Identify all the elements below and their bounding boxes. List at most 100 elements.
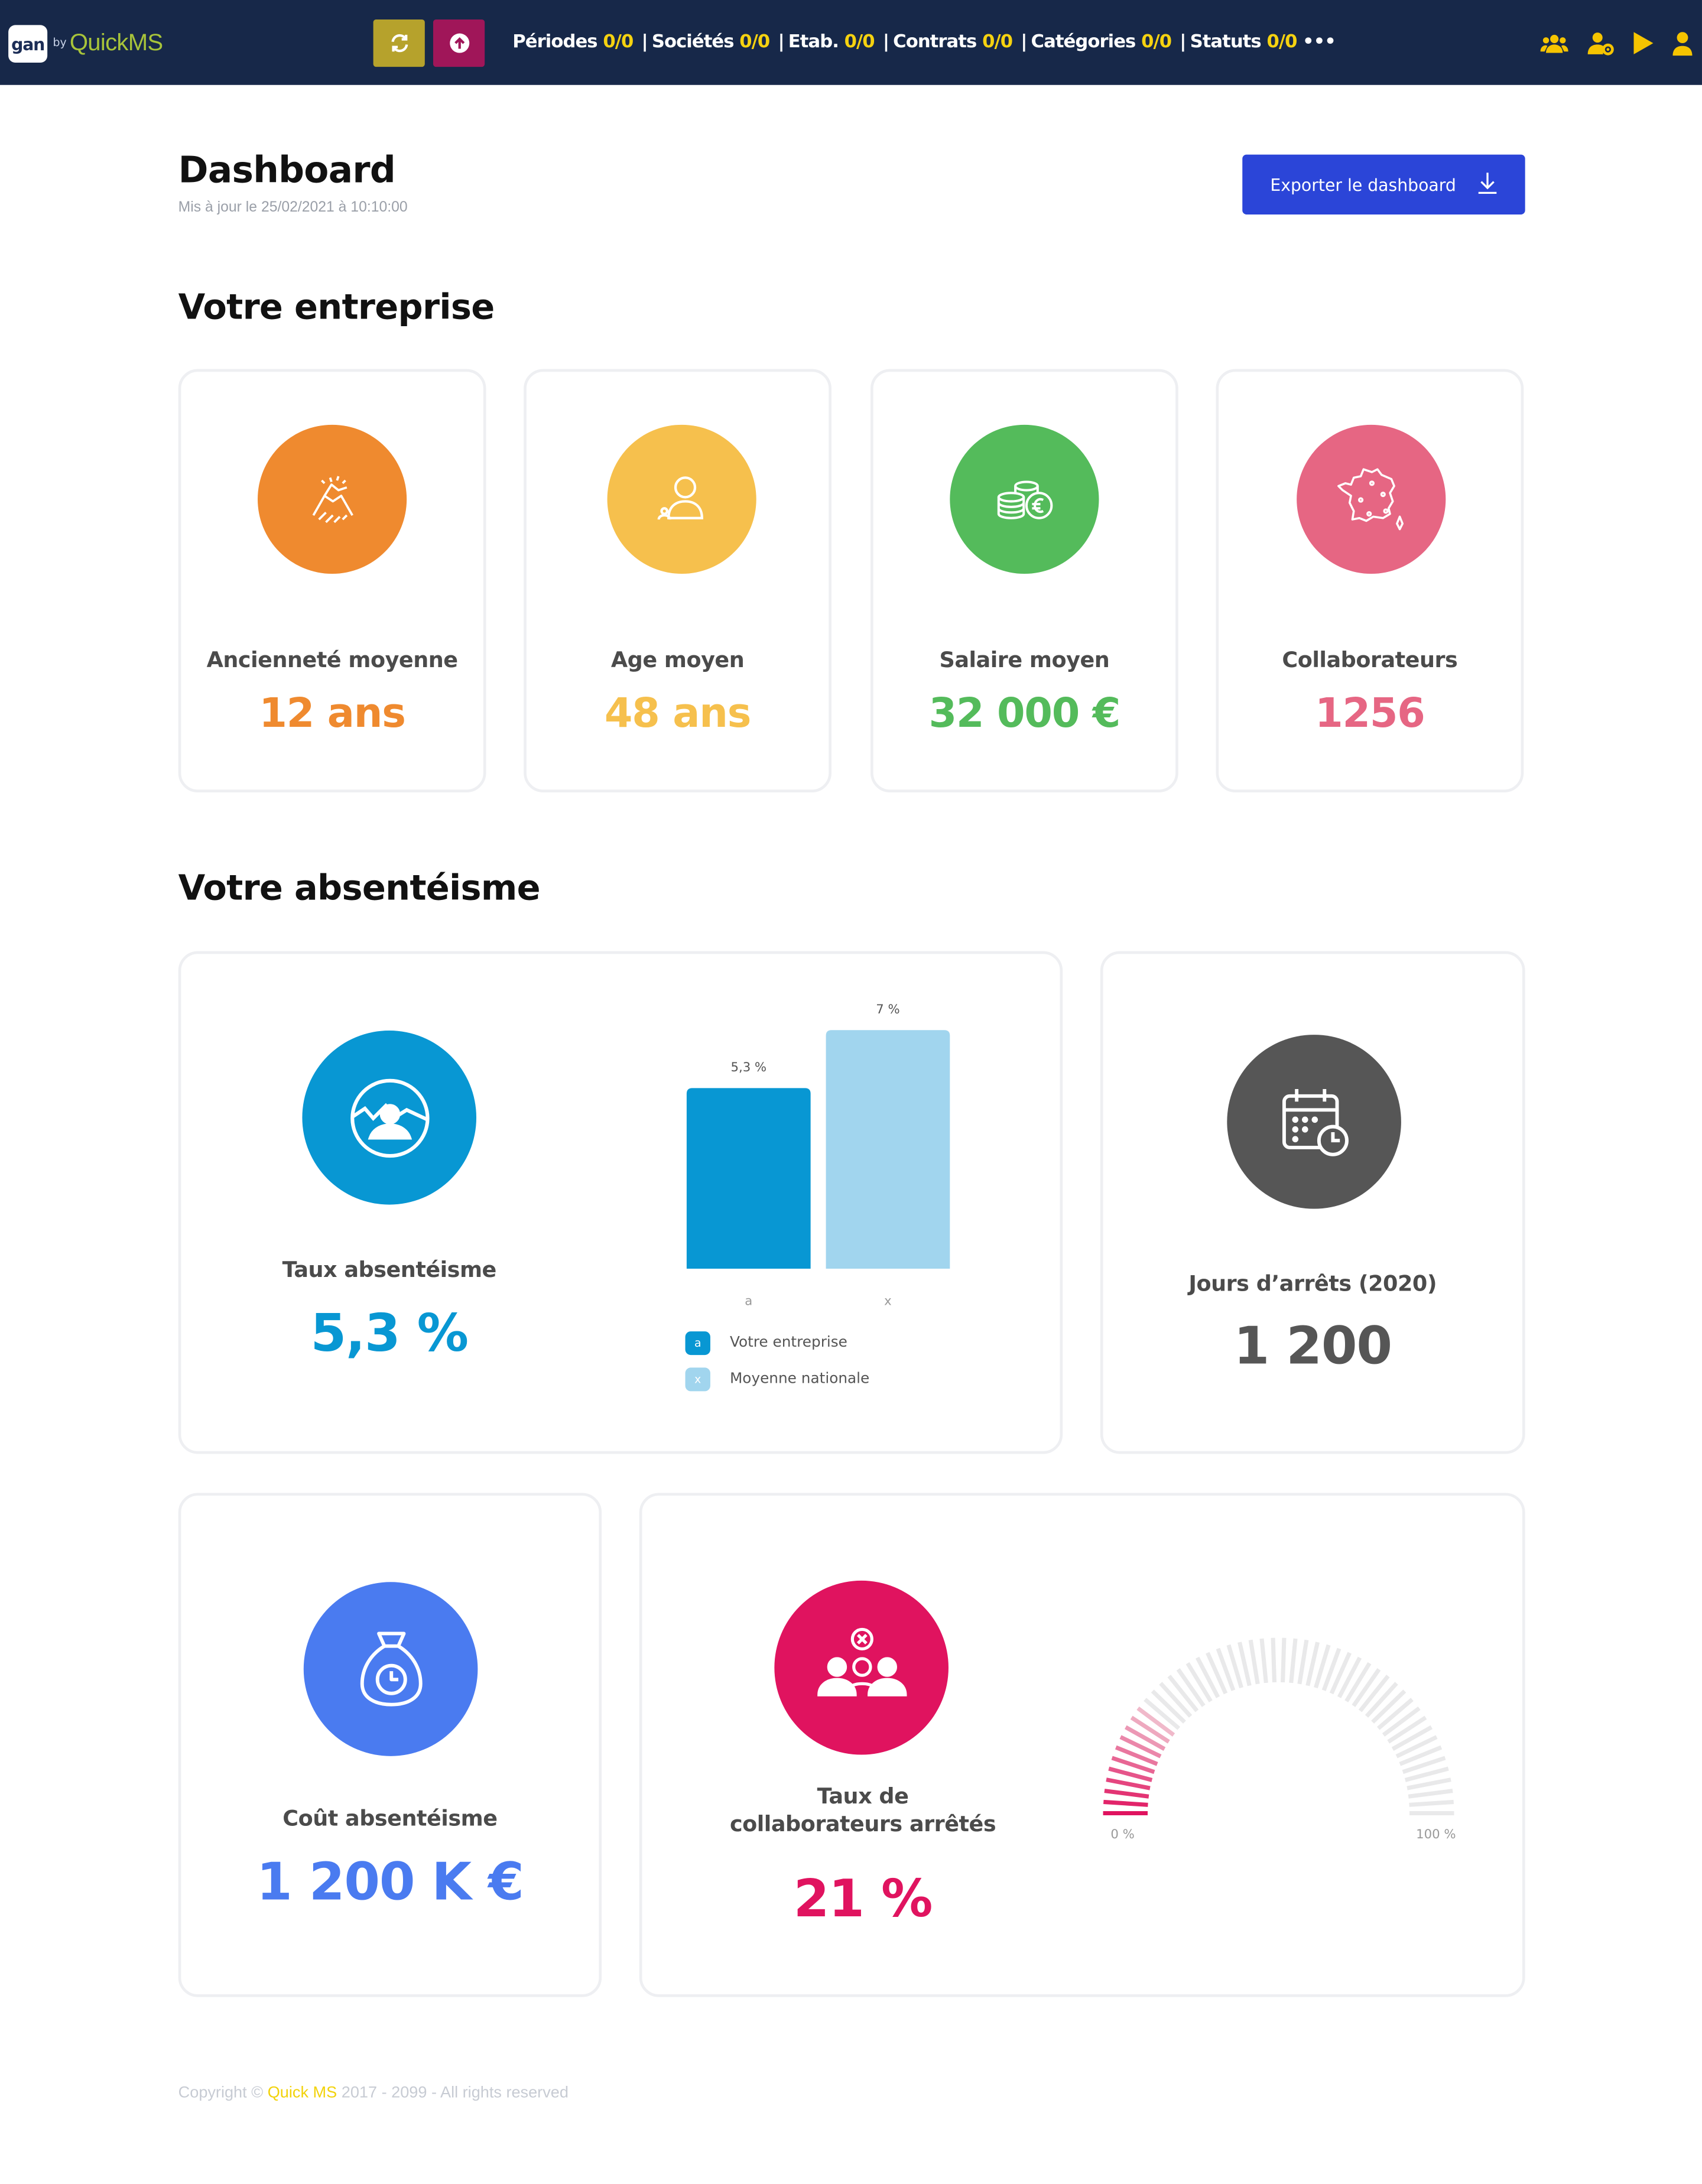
person-icon bbox=[607, 424, 756, 574]
legend-label-entreprise: Votre entreprise bbox=[729, 1334, 847, 1351]
gauge-tick bbox=[1151, 1689, 1186, 1724]
gauge-tick bbox=[1115, 1745, 1158, 1766]
refresh-button[interactable] bbox=[373, 19, 425, 67]
gauge-tick bbox=[1391, 1725, 1433, 1751]
user-settings-icon[interactable] bbox=[1586, 31, 1614, 56]
users-icon[interactable] bbox=[1540, 31, 1568, 56]
collaborateurs-value: 1256 bbox=[1315, 689, 1425, 737]
anciennete-value: 12 ans bbox=[259, 689, 405, 737]
gauge-tick bbox=[1352, 1668, 1381, 1707]
legend-key-x: x bbox=[685, 1367, 710, 1392]
x-tick-label-a: a bbox=[745, 1294, 752, 1308]
gauge-tick bbox=[1408, 1789, 1453, 1799]
footer: Copyright © Quick MS 2017 - 2099 - All r… bbox=[178, 2085, 569, 2101]
gauge-tick bbox=[1106, 1777, 1151, 1790]
gauge-tick bbox=[1216, 1647, 1236, 1691]
gauge-tick bbox=[1337, 1656, 1362, 1698]
gauge-tick bbox=[1130, 1715, 1170, 1744]
card-taux-absenteisme: Taux absentéisme 5,3 % 5,3 % a 7 % x a Votr… bbox=[178, 951, 1063, 1454]
bar-x bbox=[826, 1030, 950, 1269]
salaire-value: 32 000 € bbox=[928, 689, 1121, 737]
filter-societes[interactable]: Sociétés 0/0 bbox=[651, 32, 770, 53]
gauge-tick bbox=[1358, 1675, 1390, 1712]
money-bag-clock-icon bbox=[303, 1582, 478, 1756]
upload-icon bbox=[449, 33, 469, 53]
cout-value: 1 200 K € bbox=[256, 1852, 524, 1912]
gauge-tick bbox=[1167, 1675, 1199, 1712]
collab-label-line2: collaborateurs arrêtés bbox=[729, 1812, 996, 1837]
gauge-tick bbox=[1314, 1644, 1331, 1689]
card-anciennete: Ancienneté moyenne 12 ans bbox=[178, 369, 486, 793]
bar-a bbox=[686, 1088, 811, 1269]
bar-data-label-x: 7 % bbox=[876, 1002, 899, 1017]
handshake-icon bbox=[258, 424, 407, 574]
gauge-tick bbox=[1289, 1638, 1298, 1684]
card-collaborateurs-arretes: Taux de collaborateurs arrêtés 21 % 0 % … bbox=[639, 1493, 1525, 1997]
card-age: Age moyen 48 ans bbox=[524, 369, 831, 793]
gauge-tick bbox=[1382, 1706, 1421, 1737]
logo-by-text: by bbox=[53, 36, 67, 49]
export-label: Exporter le dashboard bbox=[1270, 174, 1456, 194]
person-chart-icon bbox=[302, 1031, 477, 1205]
footer-brand[interactable]: Quick MS bbox=[267, 2085, 337, 2102]
age-label: Age moyen bbox=[610, 647, 745, 673]
gauge-tick bbox=[1402, 1756, 1446, 1774]
gauge-tick bbox=[1206, 1652, 1228, 1695]
filter-categories[interactable]: Catégories 0/0 bbox=[1031, 32, 1172, 53]
calendar-clock-icon bbox=[1227, 1035, 1401, 1209]
taux-value: 5,3 % bbox=[310, 1303, 469, 1364]
footer-copyright: Copyright © bbox=[178, 2085, 264, 2102]
filter-statuts[interactable]: Statuts 0/0 bbox=[1190, 32, 1298, 53]
gauge-tick bbox=[1376, 1698, 1414, 1730]
filter-periodes[interactable]: Périodes 0/0 bbox=[512, 32, 634, 53]
group-stop-icon bbox=[774, 1580, 949, 1755]
card-collaborateurs: Collaborateurs 1256 bbox=[1216, 369, 1524, 793]
gauge-tick bbox=[1404, 1766, 1449, 1782]
last-updated: Mis à jour le 25/02/2021 à 10:10:00 bbox=[178, 199, 408, 216]
gauge-tick bbox=[1344, 1662, 1372, 1702]
section-title-entreprise: Votre entreprise bbox=[178, 287, 495, 327]
anciennete-label: Ancienneté moyenne bbox=[206, 647, 459, 673]
collab-label-line1: Taux de bbox=[817, 1784, 909, 1809]
gauge-tick bbox=[1176, 1668, 1206, 1707]
gauge-tick bbox=[1399, 1745, 1443, 1766]
legend-key-a: a bbox=[685, 1331, 710, 1356]
gauge-tick bbox=[1125, 1725, 1166, 1751]
card-jours-arrets: Jours d’arrêts (2020) 1 200 bbox=[1100, 951, 1525, 1454]
filter-etab[interactable]: Etab. 0/0 bbox=[788, 32, 875, 53]
collab-value: 21 % bbox=[793, 1868, 933, 1929]
gauge-tick bbox=[1271, 1637, 1276, 1683]
more-filters-button[interactable]: ••• bbox=[1302, 32, 1336, 53]
gauge-tick bbox=[1237, 1642, 1252, 1686]
gauge-tick bbox=[1297, 1639, 1309, 1685]
gauge-tick bbox=[1365, 1682, 1398, 1718]
card-cout-absenteisme: Coût absentéisme 1 200 K € bbox=[178, 1493, 602, 1997]
gauge-tick bbox=[1387, 1715, 1427, 1744]
gauge-tick bbox=[1119, 1735, 1162, 1759]
collaborateurs-label: Collaborateurs bbox=[1282, 647, 1458, 673]
gauge-tick bbox=[1136, 1706, 1175, 1737]
gauge-tick bbox=[1395, 1735, 1438, 1759]
gauge-tick bbox=[1103, 1799, 1148, 1807]
gauge-tick bbox=[1248, 1639, 1260, 1685]
x-tick-label-x: x bbox=[884, 1294, 892, 1308]
filter-contrats[interactable]: Contrats 0/0 bbox=[893, 32, 1013, 53]
quickms-logo: QuickMS bbox=[69, 29, 163, 56]
user-icon[interactable] bbox=[1668, 31, 1696, 56]
gauge-tick bbox=[1371, 1689, 1407, 1724]
gauge-tick bbox=[1329, 1652, 1352, 1695]
upload-button[interactable] bbox=[433, 19, 485, 67]
gauge-tick bbox=[1407, 1777, 1451, 1790]
gan-logo[interactable]: gan bbox=[8, 25, 48, 63]
page-title: Dashboard bbox=[178, 150, 396, 193]
gauge-tick bbox=[1321, 1647, 1342, 1691]
refresh-icon bbox=[391, 34, 408, 53]
play-icon[interactable] bbox=[1629, 31, 1657, 56]
gauge-tick bbox=[1305, 1642, 1320, 1686]
gauge-tick bbox=[1185, 1662, 1213, 1702]
jours-label: Jours d’arrêts (2020) bbox=[1188, 1271, 1437, 1297]
gauge-tick bbox=[1104, 1789, 1149, 1799]
taux-label: Taux absentéisme bbox=[282, 1257, 497, 1283]
export-dashboard-button[interactable]: Exporter le dashboard bbox=[1242, 154, 1525, 214]
gauge-tick bbox=[1195, 1656, 1220, 1698]
